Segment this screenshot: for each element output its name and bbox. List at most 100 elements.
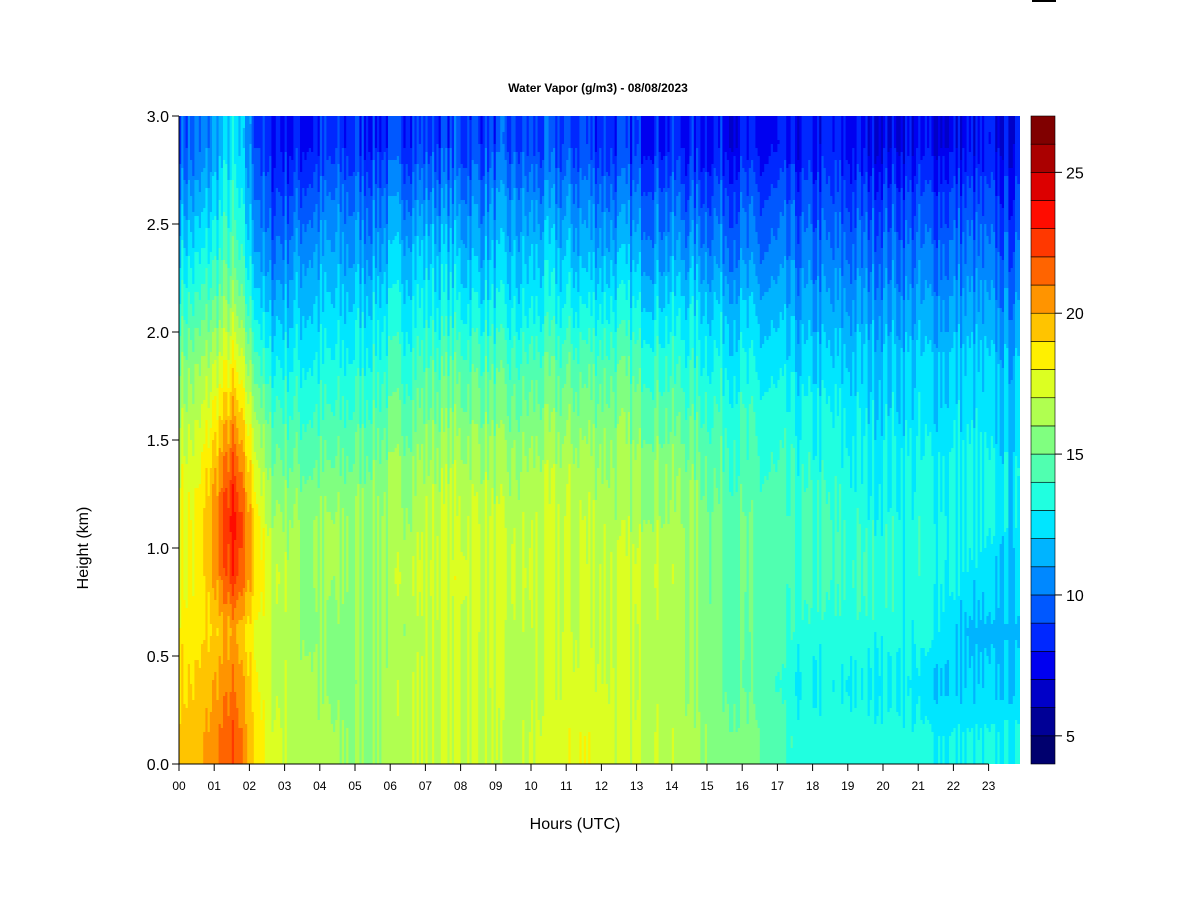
heatmap-cell	[245, 392, 248, 424]
heatmap-cell	[1017, 356, 1020, 468]
heatmap-cell	[647, 276, 651, 312]
heatmap-cell	[238, 664, 242, 728]
heatmap-cell	[909, 116, 913, 180]
heatmap-cell	[603, 212, 607, 256]
heatmap-cell	[291, 280, 294, 328]
heatmap-cell	[773, 236, 776, 280]
heatmap-cell	[322, 212, 325, 256]
heatmap-cell	[836, 584, 840, 764]
heatmap-cell	[654, 156, 657, 192]
heatmap-cell	[786, 308, 789, 360]
heatmap-cell	[517, 252, 521, 304]
heatmap-cell	[399, 572, 402, 584]
heatmap-cell	[740, 192, 743, 248]
heatmap-cell	[808, 204, 811, 260]
heatmap-cell	[344, 224, 347, 276]
heatmap-cell	[777, 672, 781, 692]
heatmap-cell	[201, 248, 204, 284]
heatmap-cell	[297, 464, 301, 520]
heatmap-cell	[654, 284, 657, 320]
heatmap-cell	[652, 352, 655, 400]
heatmap-cell	[291, 116, 294, 160]
heatmap-cell	[643, 272, 646, 308]
heatmap-cell	[902, 728, 906, 764]
heatmap-cell	[627, 356, 631, 412]
heatmap-cell	[427, 420, 431, 476]
heatmap-cell	[396, 388, 400, 444]
heatmap-cell	[207, 116, 211, 148]
heatmap-cell	[434, 116, 437, 172]
heatmap-cell	[577, 468, 580, 668]
heatmap-cell	[982, 688, 985, 764]
heatmap-cell	[513, 116, 517, 152]
heatmap-cell	[196, 292, 200, 328]
heatmap-cell	[374, 228, 378, 268]
heatmap-cell	[830, 356, 833, 412]
heatmap-cell	[843, 408, 847, 520]
heatmap-cell	[447, 376, 451, 428]
heatmap-cell	[740, 332, 743, 392]
heatmap-cell	[678, 156, 682, 192]
heatmap-cell	[209, 116, 213, 172]
heatmap-cell	[737, 340, 741, 392]
heatmap-cell	[361, 312, 365, 368]
x-tick-label: 12	[595, 779, 609, 793]
heatmap-cell	[977, 256, 981, 312]
heatmap-cell	[396, 680, 400, 716]
heatmap-cell	[869, 392, 873, 496]
heatmap-cell	[700, 208, 704, 248]
heatmap-cell	[361, 488, 365, 764]
heatmap-cell	[759, 300, 763, 348]
heatmap-cell	[781, 172, 785, 216]
heatmap-cell	[920, 248, 924, 304]
heatmap-cell	[720, 368, 723, 436]
heatmap-cell	[610, 220, 613, 260]
heatmap-cell	[927, 652, 930, 720]
heatmap-cell	[995, 152, 998, 196]
heatmap-cell	[346, 116, 349, 156]
heatmap-cell	[971, 116, 974, 176]
heatmap-cell	[927, 116, 930, 148]
heatmap-cell	[854, 280, 858, 332]
heatmap-cell	[918, 696, 921, 764]
heatmap-cell	[328, 704, 332, 764]
heatmap-cell	[416, 616, 420, 652]
heatmap-cell	[262, 384, 266, 424]
heatmap-cell	[465, 248, 468, 288]
heatmap-cell	[421, 168, 424, 204]
heatmap-cell	[234, 584, 237, 608]
heatmap-cell	[764, 116, 767, 164]
heatmap-cell	[304, 160, 308, 196]
heatmap-cell	[654, 356, 657, 408]
heatmap-cell	[964, 116, 968, 172]
heatmap-cell	[366, 172, 369, 208]
heatmap-cell	[968, 116, 972, 152]
heatmap-cell	[788, 200, 792, 256]
heatmap-cell	[876, 340, 880, 420]
heatmap-cell	[795, 268, 798, 320]
heatmap-cell	[764, 336, 767, 392]
heatmap-cell	[861, 324, 864, 384]
heatmap-cell	[403, 148, 407, 184]
heatmap-cell	[559, 248, 563, 292]
heatmap-cell	[704, 212, 708, 252]
heatmap-cell	[315, 244, 319, 296]
heatmap-cell	[251, 264, 255, 300]
heatmap-cell	[394, 336, 398, 392]
heatmap-cell	[335, 456, 338, 512]
heatmap-cell	[293, 300, 297, 348]
heatmap-cell	[889, 148, 893, 184]
heatmap-cell	[469, 300, 473, 336]
heatmap-cell	[608, 324, 611, 360]
heatmap-cell	[216, 296, 220, 328]
heatmap-cell	[902, 436, 906, 728]
heatmap-cell	[212, 364, 215, 400]
heatmap-cell	[790, 260, 794, 316]
heatmap-cell	[451, 596, 455, 764]
heatmap-cell	[570, 148, 574, 184]
heatmap-cell	[929, 724, 932, 764]
heatmap-cell	[522, 376, 525, 432]
heatmap-cell	[841, 116, 844, 176]
heatmap-cell	[220, 580, 224, 612]
colorbar-tick-label: 5	[1066, 729, 1075, 746]
